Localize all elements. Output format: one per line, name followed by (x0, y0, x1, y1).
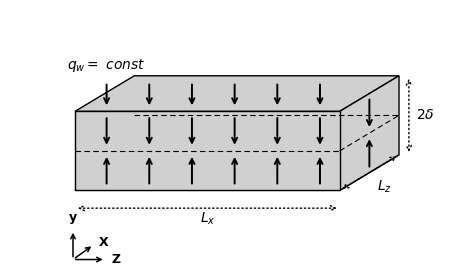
Text: $2\delta$: $2\delta$ (416, 108, 435, 122)
Text: $q_w =$ const: $q_w =$ const (67, 57, 146, 75)
Text: Z: Z (111, 253, 121, 266)
Polygon shape (75, 76, 399, 111)
Text: y: y (69, 211, 77, 224)
Polygon shape (75, 155, 399, 190)
Text: $L_z$: $L_z$ (377, 178, 392, 195)
Polygon shape (75, 111, 340, 190)
Polygon shape (340, 76, 399, 190)
Text: $L_x$: $L_x$ (200, 211, 215, 227)
Text: X: X (99, 236, 108, 249)
